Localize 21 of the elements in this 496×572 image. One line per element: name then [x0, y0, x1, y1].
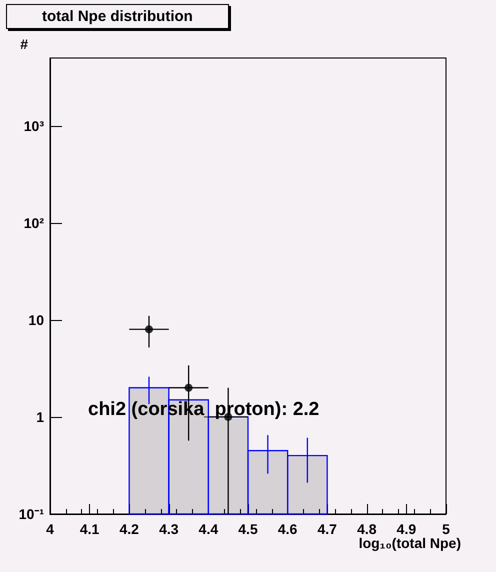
x-tick-label: 4.2	[119, 521, 140, 537]
x-tick-label: 4.6	[278, 521, 298, 537]
y-tick-label: 1	[36, 408, 44, 425]
x-tick-label: 4.5	[238, 521, 258, 537]
x-tick-label: 4	[46, 521, 54, 537]
x-tick-label: 4.4	[198, 521, 218, 537]
x-tick-label: 4.7	[317, 521, 338, 537]
x-tick-label: 4.1	[80, 521, 100, 537]
y-axis-title: #	[20, 36, 28, 52]
point	[145, 325, 153, 334]
x-tick-label: 4.8	[357, 521, 377, 537]
chart-title: total Npe distribution	[42, 8, 193, 25]
x-tick-label: 5	[442, 521, 450, 537]
x-tick-label: 4.9	[396, 521, 416, 537]
point	[184, 384, 193, 392]
x-tick-label: 4.3	[159, 521, 179, 537]
x-axis-title: log₁₀(total Npe)	[358, 535, 461, 551]
y-tick-label: 10⁻¹	[18, 506, 44, 522]
y-tick-label: 10	[28, 312, 44, 328]
y-tick-label: 10³	[24, 118, 44, 134]
y-tick-label: 10²	[24, 214, 44, 231]
